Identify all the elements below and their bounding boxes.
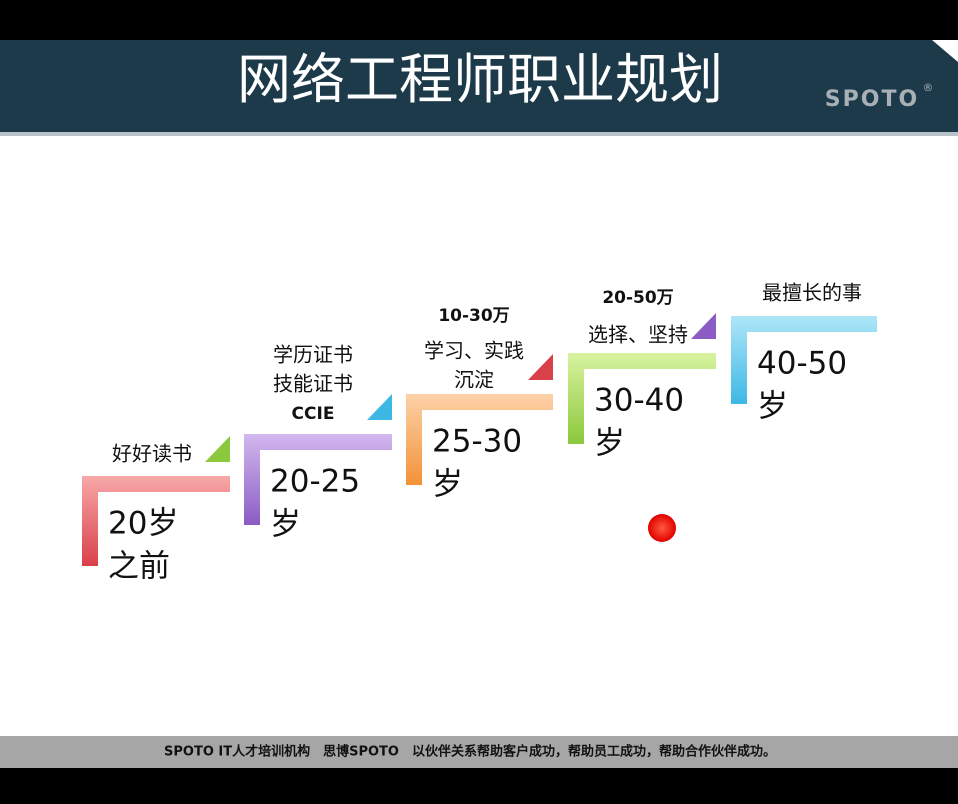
step-age: 40-50 bbox=[757, 346, 847, 382]
step-caption: CCIE bbox=[292, 404, 335, 424]
step-caption: 技能证书 bbox=[273, 372, 353, 396]
step-caption: 最擅长的事 bbox=[762, 281, 862, 305]
slide-body bbox=[0, 40, 958, 736]
footer-text: SPOTO IT人才培训机构 思博SPOTO 以伙伴关系帮助客户成功，帮助员工成… bbox=[164, 744, 776, 760]
step-age: 20岁 bbox=[108, 506, 178, 542]
step-bracket bbox=[406, 394, 553, 485]
header-rule bbox=[0, 132, 958, 136]
step-caption: 沉淀 bbox=[454, 368, 494, 392]
step-bracket bbox=[731, 316, 877, 404]
step-caption: 选择、坚持 bbox=[588, 323, 688, 347]
footer-band bbox=[0, 736, 958, 768]
step-caption: 好好读书 bbox=[112, 442, 192, 466]
step-age: 之前 bbox=[108, 549, 170, 585]
step-age: 20-25 bbox=[270, 464, 360, 500]
step-triangle bbox=[691, 313, 716, 339]
step-triangle bbox=[367, 394, 392, 420]
step-bracket bbox=[244, 434, 392, 525]
step-caption: 学历证书 bbox=[273, 343, 353, 367]
step-caption: 10-30万 bbox=[438, 306, 509, 326]
step-age: 岁 bbox=[432, 467, 463, 503]
step-age: 25-30 bbox=[432, 424, 522, 460]
step-age: 岁 bbox=[270, 507, 301, 543]
step-caption: 20-50万 bbox=[602, 288, 673, 308]
step-age: 岁 bbox=[594, 426, 625, 462]
logo: SPOTO bbox=[825, 87, 919, 112]
red-dot bbox=[648, 514, 676, 542]
step-caption: 学习、实践 bbox=[424, 339, 524, 363]
step-triangle bbox=[205, 436, 230, 462]
step-age: 岁 bbox=[757, 389, 788, 425]
step-bracket bbox=[568, 353, 716, 444]
step-triangle bbox=[528, 354, 553, 380]
step-bracket bbox=[82, 476, 230, 566]
title: 网络工程师职业规划 bbox=[237, 48, 723, 111]
logo-mark: ® bbox=[923, 81, 934, 94]
step-age: 30-40 bbox=[594, 383, 684, 419]
header-band bbox=[0, 40, 958, 132]
